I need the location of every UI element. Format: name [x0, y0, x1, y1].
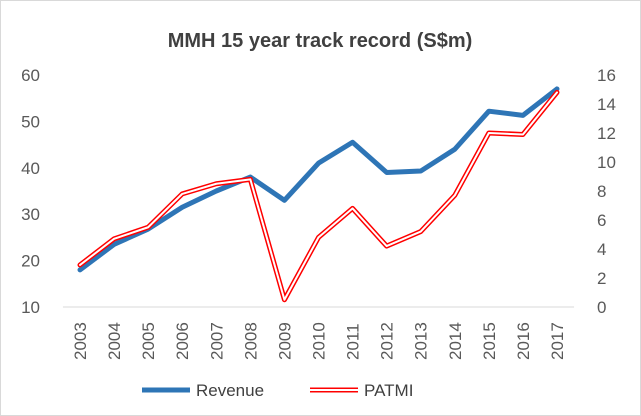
right-tick-label: 10	[597, 153, 616, 172]
x-tick-label: 2007	[207, 322, 226, 360]
x-tick-label: 2012	[378, 322, 397, 360]
right-tick-label: 0	[597, 298, 606, 317]
x-tick-label: 2010	[310, 322, 329, 360]
right-tick-label: 16	[597, 66, 616, 85]
series-line-patmi-inner	[79, 91, 558, 301]
x-tick-label: 2005	[139, 322, 158, 360]
x-tick-label: 2013	[412, 322, 431, 360]
x-tick-label: 2015	[480, 322, 499, 360]
right-tick-label: 4	[597, 240, 606, 259]
right-tick-label: 14	[597, 95, 616, 114]
left-axis-ticks: 10 20 30 40 50 60	[21, 66, 40, 317]
x-tick-label: 2011	[344, 323, 363, 360]
left-tick-label: 30	[21, 205, 40, 224]
left-tick-label: 60	[21, 66, 40, 85]
series-layer	[77, 86, 560, 303]
x-tick-label: 2003	[71, 322, 90, 360]
right-tick-label: 8	[597, 182, 606, 201]
x-tick-label: 2004	[105, 322, 124, 360]
legend-label-revenue: Revenue	[196, 381, 264, 400]
legend-item-patmi: PATMI	[310, 381, 413, 400]
x-tick-label: 2009	[275, 322, 294, 360]
x-axis-ticks: 2003 2004 2005 2006 2007 2008 2009 2010 2011 2012…	[71, 322, 567, 360]
series-line-revenue	[77, 86, 560, 273]
x-tick-label: 2014	[446, 322, 465, 360]
right-axis-ticks: 0 2 4 6 8 10 12 14 16	[597, 66, 616, 317]
left-tick-label: 20	[21, 252, 40, 271]
right-tick-label: 6	[597, 211, 606, 230]
legend-label-patmi: PATMI	[364, 381, 413, 400]
left-tick-label: 50	[21, 112, 40, 131]
x-tick-label: 2016	[514, 322, 533, 360]
legend-item-revenue: Revenue	[142, 381, 264, 400]
series-line-patmi-outer	[77, 89, 560, 303]
left-tick-label: 10	[21, 298, 40, 317]
chart-title: MMH 15 year track record (S$m)	[168, 30, 473, 52]
x-tick-label: 2008	[241, 322, 260, 360]
right-tick-label: 2	[597, 269, 606, 288]
x-tick-label: 2017	[548, 322, 567, 360]
legend: Revenue PATMI	[142, 381, 413, 400]
left-tick-label: 40	[21, 159, 40, 178]
x-tick-label: 2006	[173, 322, 192, 360]
right-tick-label: 12	[597, 124, 616, 143]
